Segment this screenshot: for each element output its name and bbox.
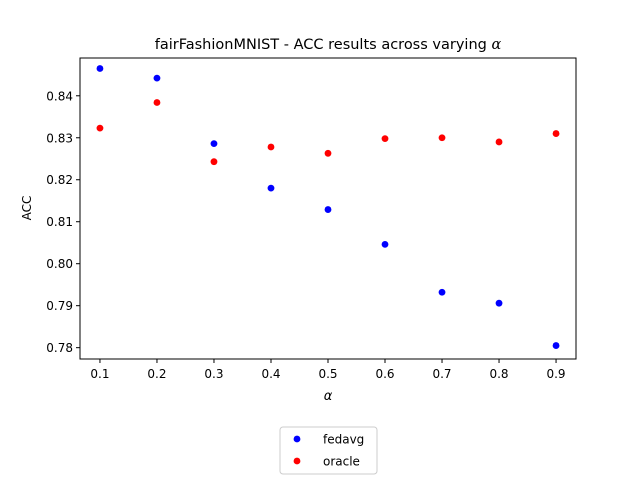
x-tick-label: 0.3 — [204, 367, 223, 381]
y-tick-label: 0.78 — [46, 341, 73, 355]
data-point-oracle — [153, 99, 161, 106]
data-point-fedavg — [495, 299, 503, 307]
x-tick-label: 0.2 — [147, 367, 166, 381]
data-point-fedavg — [267, 184, 275, 192]
data-point-oracle — [438, 134, 446, 142]
y-tick-label: 0.82 — [46, 173, 73, 187]
data-point-oracle — [381, 135, 389, 143]
x-tick-label: 0.1 — [90, 367, 109, 381]
data-point-oracle — [495, 138, 503, 146]
data-point-oracle — [324, 149, 332, 157]
legend-marker-fedavg — [293, 435, 301, 443]
x-tick-label: 0.4 — [261, 367, 280, 381]
y-tick-label: 0.80 — [46, 257, 73, 271]
y-tick-label: 0.84 — [46, 89, 73, 103]
x-tick-label: 0.7 — [432, 367, 451, 381]
x-tick-label: 0.5 — [318, 367, 337, 381]
legend-label-fedavg: fedavg — [323, 433, 364, 447]
x-tick-label: 0.8 — [489, 367, 508, 381]
y-tick-label: 0.83 — [46, 131, 73, 145]
chart-title-alpha: α — [491, 37, 501, 53]
x-tick-label: 0.6 — [375, 367, 394, 381]
chart-title: fairFashionMNIST - ACC results across va… — [155, 37, 502, 53]
data-point-fedavg — [96, 65, 104, 72]
plot-area-frame — [79, 57, 577, 360]
x-axis-label: α — [324, 389, 333, 404]
y-tick-label: 0.79 — [46, 299, 73, 313]
legend-box — [279, 426, 378, 475]
x-axis-ticks: 0.1 0.2 0.3 0.4 0.5 0.6 0.7 0.8 0.9 — [90, 359, 566, 381]
y-axis-ticks: 0.78 0.79 0.80 0.81 0.82 0.83 0.84 — [46, 89, 80, 355]
data-point-fedavg — [210, 140, 218, 148]
data-point-oracle — [210, 158, 218, 166]
data-point-oracle — [96, 124, 104, 132]
data-point-fedavg — [153, 74, 161, 82]
y-tick-label: 0.81 — [46, 215, 73, 229]
data-point-fedavg — [381, 240, 389, 248]
data-point-fedavg — [438, 288, 446, 296]
legend-label-oracle: oracle — [323, 455, 360, 469]
chart-title-text: fairFashionMNIST - ACC results across va… — [155, 37, 492, 53]
x-tick-label: 0.9 — [546, 367, 565, 381]
data-point-fedavg — [324, 206, 332, 213]
legend: fedavg oracle — [279, 426, 378, 475]
legend-marker-oracle — [293, 457, 301, 465]
data-point-oracle — [267, 143, 275, 151]
data-point-fedavg — [552, 342, 560, 349]
y-axis-label: ACC — [20, 196, 34, 221]
data-point-oracle — [552, 130, 560, 137]
scatter-points — [96, 65, 560, 349]
